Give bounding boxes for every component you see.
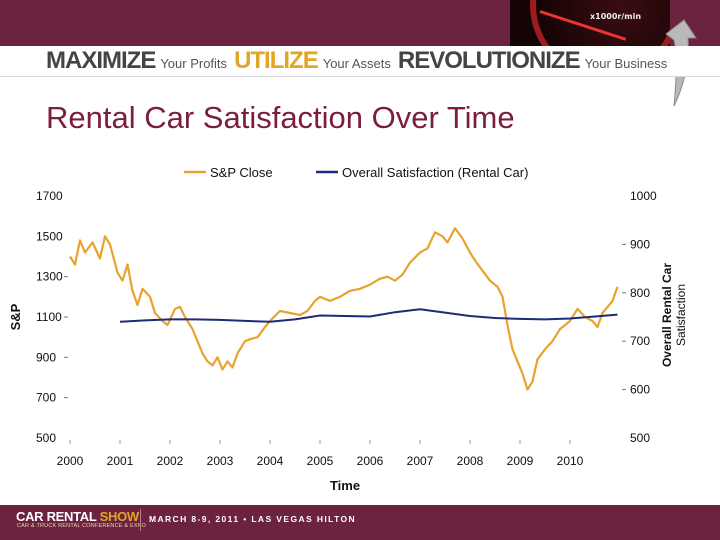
y-left-tick-label-2: 900 bbox=[36, 350, 56, 364]
line-chart: S&P Close Overall Satisfaction (Rental Ca… bbox=[8, 165, 688, 493]
x-tick-label-9: 2009 bbox=[507, 454, 534, 468]
x-tick-label-10: 2010 bbox=[557, 454, 584, 468]
y-left-tick-label-3: 1100 bbox=[36, 310, 62, 324]
y-right-tick-label-1: 600 bbox=[630, 383, 650, 397]
y-right-axis-title-line-0: Overall Rental Car bbox=[660, 263, 674, 367]
y-right-tick-label-4: 900 bbox=[630, 237, 650, 251]
tagline-assets: Your Assets bbox=[322, 56, 391, 71]
event-logo-subtitle: CAR & TRUCK RENTAL CONFERENCE & EXPO bbox=[17, 523, 147, 529]
y-left-tick-label-0: 500 bbox=[36, 431, 56, 445]
y-left-tick-label-4: 1300 bbox=[36, 270, 63, 284]
y-right-axis-title-line-1: Satisfaction bbox=[674, 284, 688, 346]
tagline-utilize: UTILIZE bbox=[234, 47, 319, 74]
series-line-0 bbox=[69, 227, 619, 391]
x-tick-label-1: 2001 bbox=[107, 454, 134, 468]
tagline-profits: Your Profits bbox=[160, 56, 228, 71]
tagline: MAXIMIZE Your Profits UTILIZE Your Asset… bbox=[46, 47, 674, 75]
y-right-tick-label-0: 500 bbox=[630, 431, 650, 445]
x-tick-label-3: 2003 bbox=[207, 454, 234, 468]
x-tick-label-5: 2005 bbox=[307, 454, 334, 468]
legend-label-1: Overall Satisfaction (Rental Car) bbox=[342, 165, 528, 180]
tagline-maximize: MAXIMIZE bbox=[46, 47, 156, 74]
tagline-bar bbox=[0, 46, 720, 77]
series-line-1 bbox=[119, 308, 618, 323]
legend-label-0: S&P Close bbox=[210, 165, 273, 180]
y-left-axis-title: S&P bbox=[8, 303, 23, 330]
y-left-tick-label-5: 1500 bbox=[36, 229, 63, 243]
tagline-revolutionize: REVOLUTIONIZE bbox=[397, 47, 581, 74]
x-tick-label-6: 2006 bbox=[357, 454, 384, 468]
x-tick-label-8: 2008 bbox=[457, 454, 484, 468]
x-axis-title: Time bbox=[330, 478, 360, 493]
y-right-tick-label-5: 1000 bbox=[630, 189, 657, 203]
y-left-tick-label-1: 700 bbox=[36, 391, 56, 405]
tagline-business: Your Business bbox=[584, 56, 668, 71]
event-logo: CAR RENTAL SHOW bbox=[16, 509, 139, 524]
event-logo-accent: SHOW bbox=[99, 509, 140, 524]
x-tick-label-2: 2002 bbox=[157, 454, 184, 468]
footer-bar bbox=[0, 505, 720, 540]
y-right-tick-label-2: 700 bbox=[630, 334, 650, 348]
gauge-ring bbox=[530, 0, 670, 46]
event-details: MARCH 8-9, 2011 • LAS VEGAS HILTON bbox=[149, 514, 357, 524]
x-tick-label-0: 2000 bbox=[57, 454, 84, 468]
x-tick-label-4: 2004 bbox=[257, 454, 284, 468]
footer-divider bbox=[140, 509, 141, 531]
y-left-tick-label-6: 1700 bbox=[36, 189, 63, 203]
page-title: Rental Car Satisfaction Over Time bbox=[46, 100, 515, 135]
gauge-label: x1000r/min bbox=[590, 12, 642, 21]
speedometer-graphic: x1000r/min bbox=[510, 0, 670, 46]
y-right-tick-label-3: 800 bbox=[630, 286, 650, 300]
event-logo-text: CAR RENTAL bbox=[16, 509, 97, 524]
x-tick-label-7: 2007 bbox=[407, 454, 434, 468]
